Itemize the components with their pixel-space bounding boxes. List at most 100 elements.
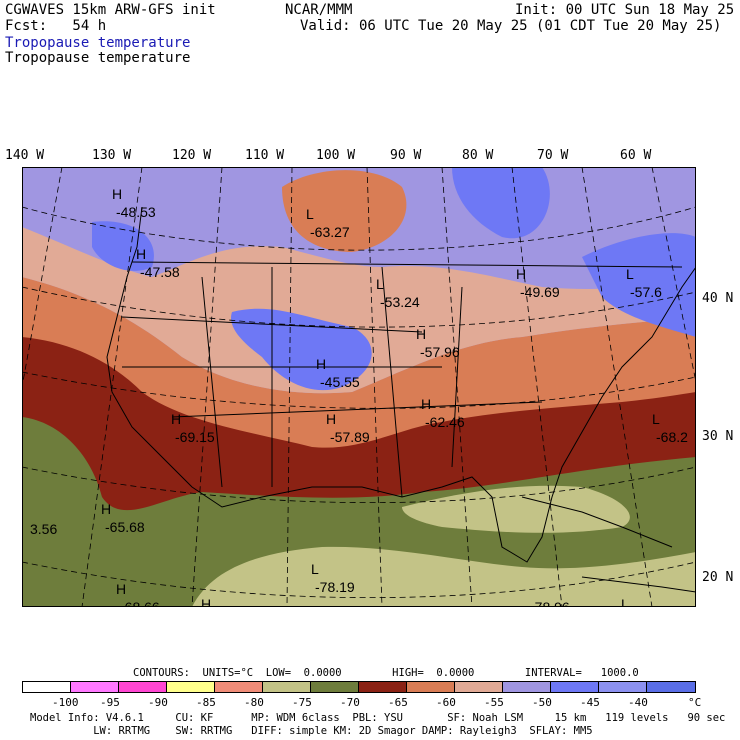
low-marker: L	[626, 266, 634, 282]
graticule-line	[22, 286, 696, 328]
extremum-value: -68.2	[656, 429, 688, 445]
color-scale-tick: -95	[100, 696, 120, 709]
lat-label: 30 N	[702, 429, 734, 444]
graticule-line	[286, 167, 293, 607]
extremum-value: -57.6	[630, 284, 662, 300]
extremum-value: -53.24	[380, 294, 420, 310]
extremum-value: -57.96	[420, 344, 460, 360]
coastline	[581, 576, 696, 593]
band-fill	[231, 308, 372, 391]
contour-info: CONTOURS: UNITS=°C LOW= 0.0000 HIGH= 0.0…	[133, 667, 639, 679]
color-scale-tick: -70	[340, 696, 360, 709]
color-scale-cell	[503, 682, 551, 692]
lon-label: 60 W	[620, 148, 652, 163]
extremum-value: -49.69	[520, 284, 560, 300]
lat-label: 20 N	[702, 570, 734, 585]
coastline	[521, 496, 673, 548]
graticule-line	[581, 167, 653, 607]
color-scale-cell	[311, 682, 359, 692]
model-title: CGWAVES 15km ARW-GFS init	[5, 2, 216, 18]
graticule-line	[22, 371, 696, 409]
color-scale-tick: °C	[688, 696, 702, 709]
color-scale-tick: -100	[52, 696, 79, 709]
lat-label: 40 N	[702, 291, 734, 306]
high-marker: H	[136, 246, 146, 262]
color-scale-cell	[263, 682, 311, 692]
valid-time: Valid: 06 UTC Tue 20 May 25 (01 CDT Tue …	[300, 18, 722, 34]
high-marker: H	[326, 411, 336, 427]
high-marker: H	[116, 581, 126, 597]
graticule-line	[22, 466, 696, 504]
graticule-line	[441, 167, 473, 607]
extremum-value: 3.56	[30, 521, 57, 537]
band-fill	[282, 170, 407, 252]
color-scale-cell	[23, 682, 71, 692]
color-scale-tick: -85	[196, 696, 216, 709]
band-fill	[22, 227, 696, 394]
color-scale-tick: -45	[580, 696, 600, 709]
init-time: Init: 00 UTC Sun 18 May 25	[515, 2, 735, 18]
low-marker: L	[311, 561, 319, 577]
band-fill	[402, 485, 630, 533]
border-line	[171, 401, 543, 418]
color-scale-tick: -65	[388, 696, 408, 709]
extremum-value: -62.46	[425, 414, 465, 430]
coastline	[106, 206, 696, 563]
color-scale-tick: -75	[292, 696, 312, 709]
org-label: NCAR/MMM	[285, 2, 353, 18]
model-info: Model Info: V4.6.1 CU: KF MP: WDM 6class…	[30, 712, 726, 724]
color-scale-tick: -50	[532, 696, 552, 709]
high-marker: H	[101, 501, 111, 517]
lon-label: 100 W	[316, 148, 356, 163]
extremum-value: -63.27	[310, 224, 350, 240]
graticule-line	[22, 206, 696, 251]
extremum-value: -78.96	[530, 599, 570, 607]
extremum-value: -45.55	[320, 374, 360, 390]
low-marker: L	[621, 596, 629, 607]
high-marker: H	[421, 396, 431, 412]
lon-label: 80 W	[462, 148, 494, 163]
color-scale-cell	[215, 682, 263, 692]
tropopause-temperature-map: H -48.53 L -63.27 H -47.58 L -53.24 H -49.69 L -57.…	[22, 167, 696, 607]
extremum-value: -65.68	[105, 519, 145, 535]
lon-label: 130 W	[92, 148, 132, 163]
lon-label: 120 W	[172, 148, 212, 163]
color-scale-tick: -60	[436, 696, 456, 709]
color-scale-cell	[551, 682, 599, 692]
high-marker: H	[112, 186, 122, 202]
color-scale-cell	[455, 682, 503, 692]
extremum-value: -69.15	[175, 429, 215, 445]
low-marker: L	[306, 206, 314, 222]
lon-label: 140 W	[5, 148, 45, 163]
color-scale-cell	[359, 682, 407, 692]
color-scale-cell	[407, 682, 455, 692]
high-marker: H	[171, 411, 181, 427]
color-scale	[22, 681, 696, 693]
color-scale-tick: -80	[244, 696, 264, 709]
graticule-line	[81, 167, 143, 607]
graticule-line	[191, 167, 223, 607]
band-fill	[22, 337, 696, 607]
color-scale-cell	[647, 682, 695, 692]
extremum-value: -78.19	[315, 579, 355, 595]
lon-label: 110 W	[245, 148, 285, 163]
field-title-1: Tropopause temperature	[5, 35, 191, 51]
extremum-value: -48.53	[116, 204, 156, 220]
border-line	[381, 266, 403, 498]
color-scale-cell	[167, 682, 215, 692]
border-line	[451, 286, 463, 468]
model-info-2: LW: RRTMG SW: RRTMG DIFF: simple KM: 2D …	[30, 725, 593, 737]
high-marker: H	[416, 326, 426, 342]
field-title-2: Tropopause temperature	[5, 50, 191, 66]
color-scale-tick: -55	[484, 696, 504, 709]
extremum-value: -47.58	[140, 264, 180, 280]
high-marker: H	[316, 356, 326, 372]
map-border	[22, 167, 696, 607]
border-line	[201, 276, 223, 488]
color-scale-tick: -40	[628, 696, 648, 709]
band-fill	[192, 546, 696, 607]
color-scale-cell	[119, 682, 167, 692]
forecast-hour: Fcst: 54 h	[5, 18, 107, 34]
color-scale-cell	[71, 682, 119, 692]
graticule-line	[22, 167, 63, 390]
